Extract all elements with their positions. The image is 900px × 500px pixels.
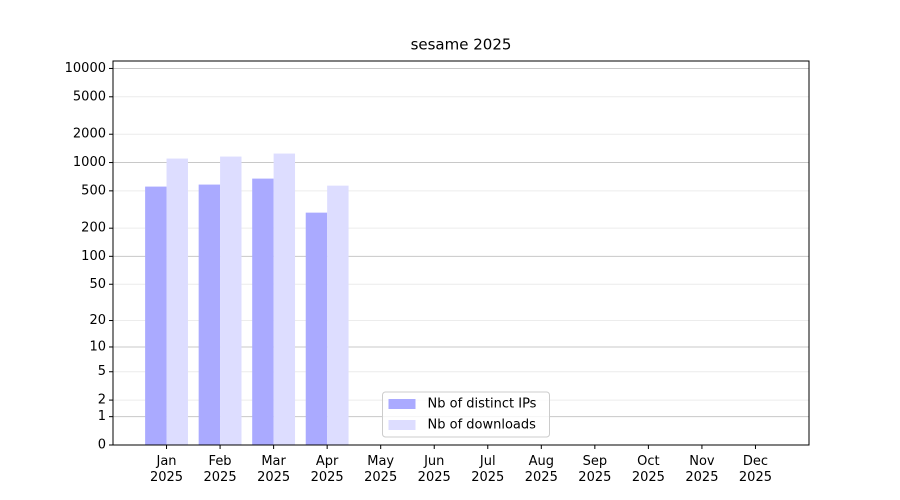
x-tick-label: May 2025 <box>364 454 398 485</box>
bar <box>166 158 188 445</box>
y-tick-label: 2 <box>98 393 106 408</box>
legend-frame <box>382 391 550 438</box>
x-tick-label: Feb 2025 <box>203 454 237 485</box>
y-tick-label: 1000 <box>73 155 106 170</box>
bar <box>305 212 328 445</box>
x-tick-label: Apr 2025 <box>310 454 344 485</box>
y-tick-label: 200 <box>81 221 106 236</box>
legend: Nb of distinct IPs Nb of downloads <box>382 391 550 438</box>
y-tick-label: 0 <box>98 438 106 453</box>
plot-frame <box>112 60 810 446</box>
chart-title: sesame 2025 <box>411 36 512 54</box>
x-tick-label: Mar 2025 <box>257 454 291 485</box>
bar <box>273 153 296 446</box>
legend-swatch <box>388 420 416 430</box>
x-tick-label: Sep 2025 <box>578 454 612 485</box>
legend-label: Nb of downloads <box>428 418 537 433</box>
bar <box>220 156 242 445</box>
y-tick-label: 2000 <box>73 127 106 142</box>
bar <box>327 185 349 445</box>
y-tick-label: 50 <box>89 277 106 292</box>
y-tick-label: 1 <box>98 409 106 424</box>
y-tick-label: 10000 <box>65 61 106 76</box>
y-tick-label: 500 <box>81 183 106 198</box>
y-tick-label: 20 <box>89 313 106 328</box>
legend-swatch <box>388 399 416 409</box>
x-tick-label: Aug 2025 <box>524 454 558 485</box>
x-tick-label: Jul 2025 <box>471 454 505 485</box>
x-tick-label: Jun 2025 <box>417 454 451 485</box>
x-tick-label: Oct 2025 <box>631 454 665 485</box>
x-tick-label: Jan 2025 <box>149 454 184 485</box>
x-tick-label: Dec 2025 <box>738 454 772 485</box>
y-tick-label: 10 <box>89 339 106 354</box>
legend-label: Nb of distinct IPs <box>428 397 537 412</box>
bar <box>252 178 274 445</box>
y-tick-label: 5000 <box>73 89 106 104</box>
y-tick-label: 100 <box>81 249 106 264</box>
bar <box>198 184 221 445</box>
bar <box>145 186 167 445</box>
y-tick-label: 5 <box>98 364 106 379</box>
x-tick-label: Nov 2025 <box>685 454 719 485</box>
